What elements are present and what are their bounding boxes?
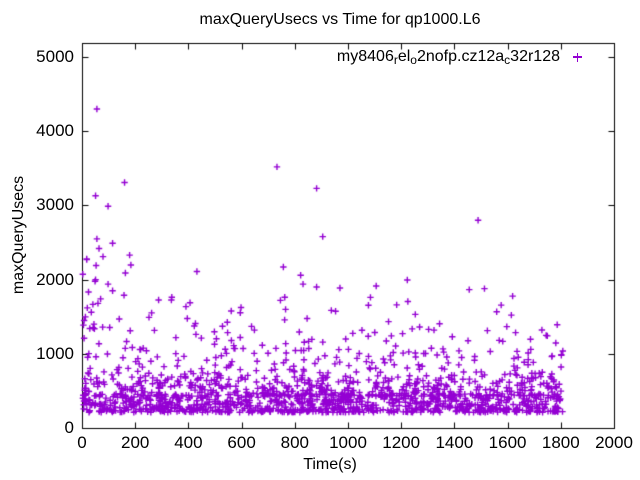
legend-subscript: r	[393, 53, 398, 67]
x-tick-label: 1200	[382, 433, 421, 452]
legend-text-segment: my8406	[336, 48, 394, 65]
legend-series-label: my8406relo2nofp.cz12ac32r128	[336, 48, 560, 67]
x-tick-label: 0	[77, 433, 87, 452]
y-tick-label: 2000	[36, 269, 74, 289]
y-tick-label: 5000	[36, 47, 74, 67]
x-axis-label: Time(s)	[303, 456, 357, 473]
x-tick-label: 400	[174, 433, 203, 452]
x-tick-label: 2000	[595, 433, 633, 452]
legend-subscript: o	[410, 53, 417, 67]
chart-title: maxQueryUsecs vs Time for qp1000.L6	[199, 11, 481, 28]
x-tick-label: 200	[121, 433, 150, 452]
legend-plus-marker-icon	[573, 52, 582, 62]
x-tick-label: 1000	[329, 433, 367, 452]
y-tick-label: 4000	[36, 121, 74, 141]
x-tick-label: 1400	[435, 433, 474, 452]
y-tick-label: 1000	[36, 343, 74, 363]
legend-subscript: c	[504, 53, 511, 67]
y-tick-label: 0	[64, 418, 74, 437]
legend-text-segment: 2nofp.cz12a	[416, 48, 505, 65]
legend-text-segment: el	[397, 48, 411, 65]
y-tick-label: 3000	[36, 195, 74, 215]
x-tick-label: 1800	[541, 433, 580, 452]
x-tick-label: 800	[280, 433, 309, 452]
x-tick-label: 600	[227, 433, 256, 452]
x-tick-label: 1600	[488, 433, 527, 452]
legend: my8406relo2nofp.cz12ac32r128	[336, 48, 582, 67]
legend-text-segment: 32r128	[510, 48, 560, 65]
